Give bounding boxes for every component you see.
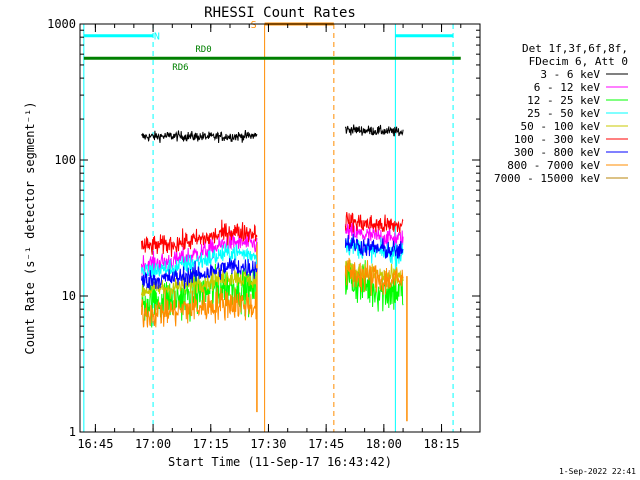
legend-label-5: 100 - 300 keV bbox=[514, 133, 600, 146]
x-axis-label: Start Time (11-Sep-17 16:43:42) bbox=[168, 455, 392, 469]
series-6-12keV bbox=[141, 222, 404, 277]
y-tick-label-1: 10 bbox=[62, 289, 76, 303]
legend-label-4: 50 - 100 keV bbox=[521, 120, 601, 133]
series-line-7-0 bbox=[141, 286, 258, 328]
series-line-7-1 bbox=[344, 257, 404, 296]
plot-frame bbox=[79, 23, 481, 433]
y-tick-label-0: 1 bbox=[69, 425, 76, 439]
series-line-2-1 bbox=[344, 260, 404, 312]
series-300-800keV bbox=[141, 233, 404, 290]
footer-timestamp: 1-Sep-2022 22:41 bbox=[559, 467, 636, 476]
legend-label-6: 300 - 800 keV bbox=[514, 146, 600, 159]
series-100-300keV bbox=[141, 212, 404, 257]
series-line-6-1 bbox=[344, 233, 404, 259]
legend-label-8: 7000 - 15000 keV bbox=[494, 172, 600, 185]
y-axis-label: Count Rate (s⁻¹ detector segment⁻¹) bbox=[23, 102, 37, 355]
legend-label-7: 800 - 7000 keV bbox=[507, 159, 600, 172]
x-tick-label-0: 16:45 bbox=[77, 437, 113, 451]
x-tick-label-4: 17:45 bbox=[308, 437, 344, 451]
series-800-7000keV bbox=[141, 257, 404, 328]
series-line-4-0 bbox=[141, 267, 258, 299]
series-line-6-0 bbox=[141, 258, 258, 290]
x-tick-label-5: 18:00 bbox=[366, 437, 402, 451]
plot-content: N S RD0 RD6 bbox=[83, 20, 461, 432]
y-tick-label-3: 1000 bbox=[47, 17, 76, 31]
x-tick-label-6: 18:15 bbox=[423, 437, 459, 451]
legend-label-2: 12 - 25 keV bbox=[527, 94, 600, 107]
series-line-3-0 bbox=[141, 239, 258, 279]
series-line-1-0 bbox=[141, 231, 258, 277]
annotation-text-1: RD6 bbox=[172, 63, 188, 73]
chart-title: RHESSI Count Rates bbox=[204, 5, 356, 21]
series-line-5-1 bbox=[344, 212, 404, 234]
legend-label-3: 25 - 50 keV bbox=[527, 107, 600, 120]
series-line-5-0 bbox=[141, 219, 258, 257]
hbar-label-2: S bbox=[251, 20, 257, 31]
legend-label-1: 6 - 12 keV bbox=[534, 81, 601, 94]
x-tick-label-2: 17:15 bbox=[193, 437, 229, 451]
legend: Det 1f,3f,6f,8f, FDecim 6, Att 0 3 - 6 k… bbox=[494, 42, 628, 185]
x-tick-label-3: 17:30 bbox=[250, 437, 286, 451]
legend-header-line-2: FDecim 6, Att 0 bbox=[529, 55, 628, 68]
x-tick-label-1: 17:00 bbox=[135, 437, 171, 451]
series-3-6keV bbox=[141, 124, 404, 144]
legend-header-line-1: Det 1f,3f,6f,8f, bbox=[522, 42, 628, 55]
y-tick-label-2: 100 bbox=[54, 153, 76, 167]
series-line-1-1 bbox=[344, 222, 404, 249]
series-line-0-0 bbox=[141, 129, 258, 144]
annotation-text-0: RD0 bbox=[195, 45, 211, 55]
axes: 16:45 17:00 17:15 17:30 17:45 18:00 18:15 1 10 10… bbox=[47, 17, 481, 451]
series-line-0-1 bbox=[344, 124, 404, 137]
legend-label-0: 3 - 6 keV bbox=[540, 68, 600, 81]
hbar-label-0: N bbox=[154, 32, 160, 43]
